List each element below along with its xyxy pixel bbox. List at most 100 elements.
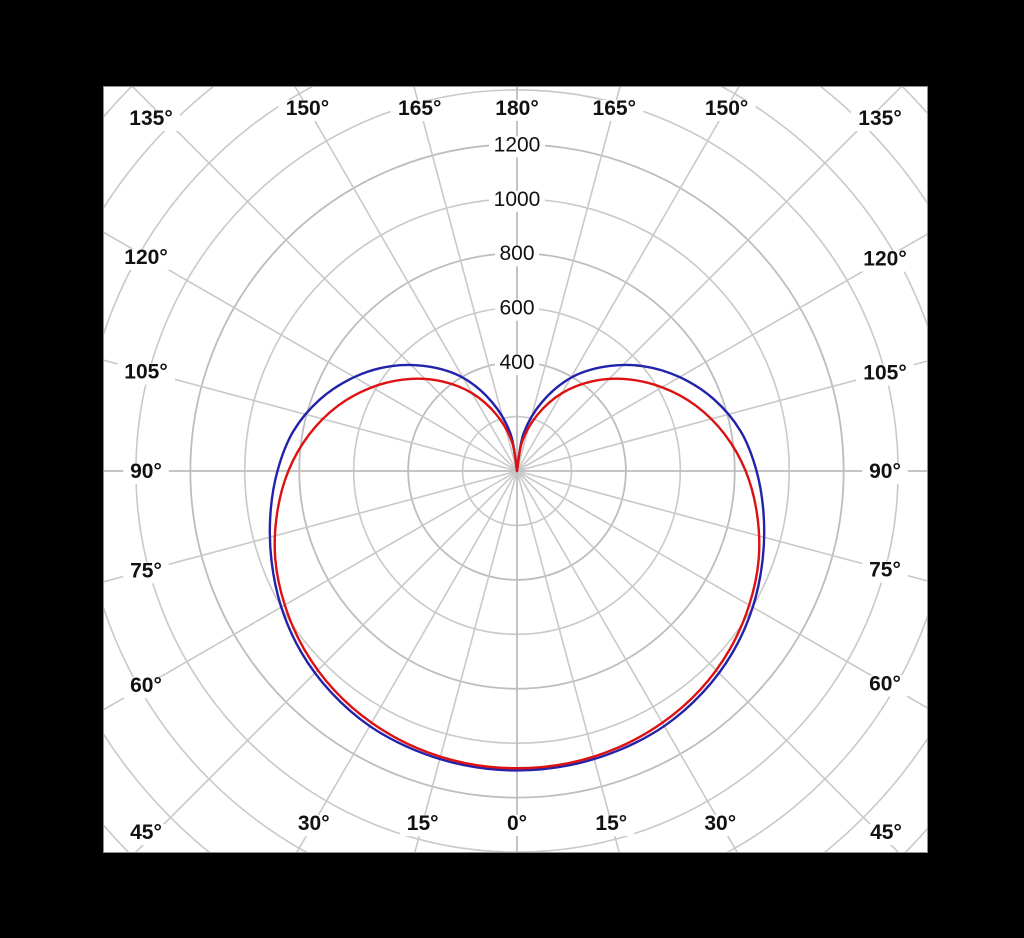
angle-label-150-top: 150° [278,97,337,121]
grid-spoke-120 [516,233,927,472]
radial-tick-1200: 1200 [489,133,545,158]
label-backdrop [862,561,908,583]
angle-label-165-top-text: 165° [593,97,636,120]
angle-label-150-top-text: 150° [286,97,329,120]
label-backdrop [851,110,909,131]
grid-spoke-135 [516,87,903,472]
label-backdrop [390,100,449,121]
angle-label-105-right-text: 105° [863,361,906,384]
angle-label-90-left-text: 90° [130,460,162,483]
label-backdrop [495,354,539,376]
angle-label-135-topleft-text: 135° [129,107,172,130]
grid-spoke--60 [104,470,518,711]
angle-label-45-bottomleft-text: 45° [130,821,162,844]
angle-label-165-top: 165° [585,97,644,121]
label-backdrop [495,299,539,321]
angle-label-150-top: 150° [697,97,756,121]
angle-label-135-topleft: 135° [122,107,180,131]
angle-label-90-left: 90° [123,460,169,484]
curve-series-0 [268,363,766,772]
label-backdrop [122,110,180,131]
label-backdrop [399,815,446,836]
polar-grid [104,87,927,852]
label-backdrop [495,245,539,267]
grid-spoke-60 [516,470,927,709]
label-backdrop [862,463,908,484]
angle-label-45-bottomright-text: 45° [870,821,902,844]
grid-spoke--75 [104,470,518,583]
angle-label-75-right-text: 75° [869,559,901,582]
angle-label-90-right-text: 90° [869,460,901,483]
angle-label-90-right: 90° [862,460,908,484]
label-backdrop [123,562,169,584]
angle-label-135-topright-text: 135° [858,107,901,130]
angle-label-15-bottom: 15° [588,812,635,836]
grid-spoke--15 [414,470,518,852]
radial-tick-600-text: 600 [499,297,534,320]
angle-label-75-left-text: 75° [130,559,162,582]
angle-label-30-bottom-text: 30° [704,812,736,835]
radial-tick-800: 800 [495,242,539,267]
grid-spoke-15 [516,470,620,852]
label-backdrop [489,136,545,158]
label-backdrop [585,100,644,121]
angle-label-150-top-text: 150° [705,97,748,120]
label-backdrop [588,815,635,836]
angle-label-45-bottomleft: 45° [123,821,169,845]
radial-tick-1000: 1000 [489,188,545,212]
angle-label-0-bottom: 0° [500,812,534,836]
angle-label-30-bottom: 30° [291,812,337,836]
label-backdrop [117,248,175,270]
angular-axis-labels: 120° 105° 90° 75° 60° 150° 165° 180° 165° 150° 120… [117,97,914,845]
label-backdrop [856,364,914,386]
label-backdrop [500,815,534,836]
grid-spoke--30 [296,470,518,852]
angle-label-105-right: 105° [856,361,914,386]
angle-label-0-bottom-text: 0° [507,812,527,835]
label-backdrop [123,824,169,845]
grid-spoke--45 [134,470,518,852]
label-backdrop [489,190,545,212]
grid-spoke--135 [131,87,518,472]
angle-label-135-topright: 135° [851,107,909,131]
label-backdrop [123,677,169,699]
angle-label-120-left: 120° [117,246,175,270]
radial-tick-1000-text: 1000 [494,188,541,211]
angle-label-60-right-text: 60° [869,672,901,695]
angle-label-45-bottomright: 45° [863,821,909,845]
radial-tick-400-text: 400 [499,351,534,374]
grid-spoke--105 [104,359,518,472]
angle-label-15-bottom-text: 15° [595,812,627,835]
angle-label-180-top: 180° [488,97,546,121]
grid-spoke-75 [516,470,927,582]
label-backdrop [856,250,914,272]
angle-label-105-left: 105° [117,361,175,385]
polar-chart-panel: 1200 1000 800 600 400 120° 105° 90° 75° 60° 150° 1… [103,86,928,853]
angle-label-60-left-text: 60° [130,674,162,697]
angle-label-165-top: 165° [390,97,449,121]
angle-label-75-left: 75° [123,559,169,584]
grid-spoke--165 [413,87,518,472]
angle-label-75-right: 75° [862,559,908,583]
label-backdrop [278,100,337,121]
angle-label-60-left: 60° [123,674,169,699]
label-backdrop [697,100,756,121]
radial-axis-labels: 1200 1000 800 600 400 [489,133,545,376]
angle-label-105-left-text: 105° [124,361,167,384]
angle-label-60-right: 60° [862,672,908,697]
label-backdrop [117,363,175,385]
grid-spoke-150 [516,87,740,472]
angle-label-120-right: 120° [856,248,914,272]
curve-series-1 [273,377,761,770]
angle-label-30-bottom-text: 30° [298,812,330,835]
angle-label-15-bottom-text: 15° [407,812,439,835]
grid-spoke--120 [104,231,518,472]
radial-tick-800-text: 800 [499,242,534,265]
angle-label-165-top-text: 165° [398,97,441,120]
label-backdrop [863,824,909,845]
angle-label-120-right-text: 120° [863,248,906,271]
label-backdrop [697,815,743,836]
polar-curves [268,363,766,772]
